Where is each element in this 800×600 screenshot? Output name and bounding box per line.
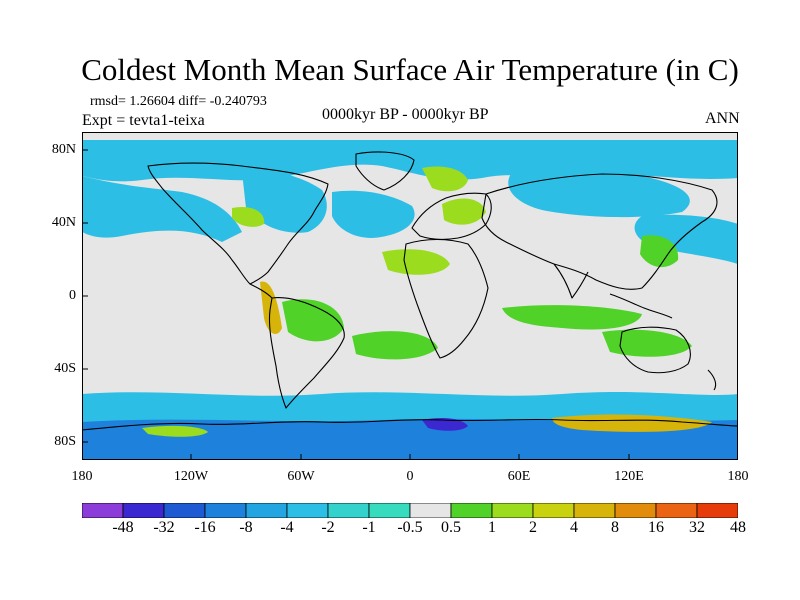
- hot-region-antarctica: [552, 414, 712, 432]
- warm-region-antarctica-west: [142, 425, 208, 437]
- x-label-60w: 60W: [287, 469, 315, 484]
- colorbar-label: 0.5: [441, 519, 461, 536]
- x-label-120w: 120W: [173, 469, 209, 484]
- colorbar-label: -0.5: [397, 519, 423, 536]
- warm-region-scandinavia: [442, 198, 486, 225]
- x-label-180-west: 180: [71, 469, 93, 484]
- map-panel: [82, 132, 738, 460]
- temperature-map: [82, 132, 738, 460]
- colorbar-label: 16: [648, 519, 664, 536]
- cool-region-north-pacific-east: [634, 214, 738, 264]
- colorbar-label: 1: [488, 519, 496, 536]
- y-label-0: 0: [69, 288, 76, 303]
- coastline-new-zealand: [707, 369, 717, 391]
- colorbar-label: -48: [112, 519, 134, 536]
- colorbar-swatch-1: [81, 502, 124, 519]
- warm-region-sahara: [382, 249, 450, 275]
- stats-line: rmsd= 1.26604 diff= -0.240793: [90, 94, 267, 109]
- colorbar-swatch-4: [204, 502, 247, 519]
- colorbar-swatch-11: [491, 502, 534, 519]
- coastlines: [82, 151, 738, 431]
- colorbar-label: 4: [570, 519, 578, 536]
- cool-region-antarctic-deep: [82, 418, 738, 460]
- warm-region-australia: [602, 329, 692, 357]
- colorbar-swatch-7: [327, 502, 370, 519]
- warm-region-greenland: [422, 166, 468, 192]
- warm-region-east-asia: [640, 235, 679, 268]
- cool-region-north-atlantic: [332, 190, 415, 238]
- coastline-greenland: [355, 151, 415, 191]
- x-label-60e: 60E: [507, 469, 531, 484]
- colorbar-swatch-8: [368, 502, 411, 519]
- coastline-north-america: [147, 162, 329, 285]
- colorbar-swatch-2: [122, 502, 165, 519]
- coastline-south-america: [268, 297, 345, 409]
- warm-region-indian-ocean: [502, 305, 642, 330]
- x-label-0: 0: [406, 469, 414, 484]
- colorbar-swatch-5: [245, 502, 288, 519]
- warm-region-andes: [260, 281, 282, 334]
- cold-region-antarctica-east: [422, 418, 468, 431]
- colorbar-label: 32: [689, 519, 705, 536]
- warm-region-south-atlantic: [352, 331, 438, 360]
- colorbar-swatch-15: [655, 502, 698, 519]
- colorbar-label: -16: [194, 519, 216, 536]
- y-label-80n: 80N: [51, 142, 76, 157]
- colorbar-swatch-6: [286, 502, 329, 519]
- colorbar-label: 2: [529, 519, 537, 536]
- colorbar-swatch-13: [573, 502, 616, 519]
- coastline-antarctica: [82, 418, 738, 431]
- colorbar-swatches: [81, 502, 739, 519]
- coastline-africa: [403, 238, 489, 359]
- map-title: Coldest Month Mean Surface Air Temperatu…: [81, 52, 739, 87]
- colorbar: [81, 502, 739, 519]
- coastline-australia: [619, 326, 691, 374]
- colorbar-swatch-12: [532, 502, 575, 519]
- experiment-line: Expt = tevta1-teixa: [82, 112, 205, 129]
- period-line: 0000kyr BP - 0000kyr BP: [322, 106, 489, 123]
- colorbar-swatch-16: [696, 502, 739, 519]
- x-label-180-east: 180: [727, 469, 749, 484]
- warm-region-hudson: [232, 206, 265, 227]
- colorbar-swatch-3: [163, 502, 206, 519]
- map-ticks: [82, 149, 630, 460]
- colorbar-label: -8: [239, 519, 253, 536]
- x-label-120e: 120E: [614, 469, 644, 484]
- y-label-80s: 80S: [54, 434, 76, 449]
- colorbar-label: -4: [280, 519, 294, 536]
- coastline-asia: [481, 173, 718, 290]
- cool-region-north-pacific: [82, 176, 242, 242]
- colorbar-label: 48: [730, 519, 746, 536]
- coastline-southeast-asia-islands: [609, 293, 673, 319]
- season-label: ANN: [705, 110, 740, 127]
- coastline-india: [553, 263, 589, 299]
- colorbar-label: 8: [611, 519, 619, 536]
- colorbar-label: -32: [153, 519, 175, 536]
- coastline-europe: [411, 192, 492, 240]
- colorbar-swatch-9: [409, 502, 452, 519]
- y-label-40n: 40N: [51, 215, 76, 230]
- warm-region-south-america: [282, 299, 344, 342]
- colorbar-label: -2: [321, 519, 335, 536]
- y-label-40s: 40S: [54, 361, 76, 376]
- coastline-central-america: [249, 283, 273, 299]
- cool-region-siberia: [508, 168, 690, 218]
- colorbar-label: -1: [362, 519, 376, 536]
- colorbar-swatch-14: [614, 502, 657, 519]
- colorbar-swatch-10: [450, 502, 493, 519]
